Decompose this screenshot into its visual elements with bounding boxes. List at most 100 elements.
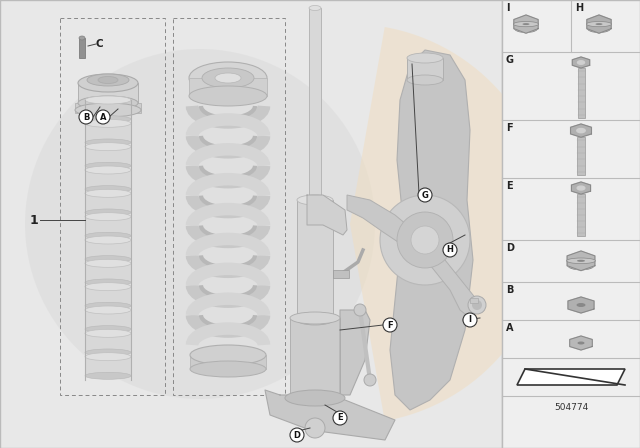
Ellipse shape: [78, 96, 138, 110]
Text: B: B: [83, 112, 89, 121]
Ellipse shape: [78, 74, 138, 92]
Ellipse shape: [587, 23, 611, 33]
Circle shape: [418, 188, 432, 202]
Ellipse shape: [79, 36, 85, 40]
Bar: [85, 170, 131, 189]
Bar: [78, 83, 138, 103]
Ellipse shape: [514, 23, 538, 33]
Circle shape: [79, 110, 93, 124]
Ellipse shape: [595, 23, 602, 25]
Ellipse shape: [85, 233, 131, 239]
Text: D: D: [294, 431, 301, 439]
Ellipse shape: [189, 62, 267, 94]
Ellipse shape: [190, 361, 266, 377]
Text: C: C: [96, 39, 104, 49]
Bar: [85, 263, 131, 283]
Ellipse shape: [85, 162, 131, 169]
Text: F: F: [387, 320, 393, 329]
Ellipse shape: [85, 96, 131, 104]
Text: G: G: [422, 190, 428, 199]
Ellipse shape: [577, 129, 585, 133]
Circle shape: [96, 110, 110, 124]
Text: A: A: [100, 112, 106, 121]
Ellipse shape: [85, 302, 131, 309]
Ellipse shape: [215, 73, 241, 83]
Ellipse shape: [85, 116, 131, 123]
Ellipse shape: [85, 166, 131, 174]
Ellipse shape: [85, 329, 131, 337]
Ellipse shape: [577, 61, 584, 64]
Bar: [85, 146, 131, 166]
Ellipse shape: [577, 186, 585, 190]
Text: H: H: [447, 246, 453, 254]
Text: I: I: [506, 3, 509, 13]
Ellipse shape: [577, 341, 584, 345]
Ellipse shape: [566, 258, 595, 263]
Bar: [0, 0, 502, 448]
Ellipse shape: [85, 119, 131, 127]
Bar: [189, 78, 267, 96]
Polygon shape: [307, 195, 347, 235]
Bar: [79, 38, 85, 58]
Polygon shape: [567, 251, 595, 271]
Bar: [85, 194, 131, 212]
Circle shape: [333, 411, 347, 425]
Polygon shape: [265, 310, 395, 440]
Circle shape: [354, 304, 366, 316]
Bar: [290, 318, 340, 398]
Ellipse shape: [309, 5, 321, 10]
Circle shape: [472, 300, 482, 310]
Ellipse shape: [407, 53, 443, 63]
Text: E: E: [506, 181, 513, 191]
Circle shape: [383, 318, 397, 332]
Bar: [577, 194, 585, 236]
Text: I: I: [468, 315, 472, 324]
Ellipse shape: [85, 185, 131, 193]
Circle shape: [380, 195, 470, 285]
Ellipse shape: [568, 260, 595, 270]
Polygon shape: [568, 297, 594, 313]
Ellipse shape: [202, 68, 254, 88]
Bar: [577, 68, 584, 118]
Polygon shape: [587, 15, 611, 33]
Ellipse shape: [85, 283, 131, 291]
Ellipse shape: [85, 259, 131, 267]
Polygon shape: [390, 50, 473, 410]
Text: E: E: [337, 414, 343, 422]
Ellipse shape: [98, 77, 118, 83]
Polygon shape: [514, 15, 538, 33]
Polygon shape: [517, 369, 625, 385]
Polygon shape: [572, 57, 589, 68]
Ellipse shape: [85, 190, 131, 197]
Bar: [577, 137, 585, 175]
Bar: [309, 8, 321, 203]
Bar: [470, 298, 478, 303]
Ellipse shape: [285, 390, 345, 406]
Polygon shape: [347, 195, 480, 318]
Bar: [85, 123, 131, 142]
Text: 504774: 504774: [554, 402, 588, 412]
Bar: [502, 0, 640, 448]
Ellipse shape: [85, 326, 131, 332]
Ellipse shape: [577, 303, 586, 307]
Bar: [85, 357, 131, 376]
Circle shape: [411, 226, 439, 254]
Ellipse shape: [85, 279, 131, 286]
Bar: [75, 103, 141, 113]
Text: B: B: [506, 285, 513, 295]
Circle shape: [290, 428, 304, 442]
Circle shape: [468, 296, 486, 314]
Ellipse shape: [85, 306, 131, 314]
Circle shape: [443, 243, 457, 257]
Ellipse shape: [85, 353, 131, 361]
Bar: [190, 355, 266, 369]
Text: H: H: [575, 3, 583, 13]
Bar: [297, 200, 333, 320]
Text: F: F: [506, 123, 513, 133]
Ellipse shape: [586, 22, 612, 27]
Ellipse shape: [407, 75, 443, 85]
Ellipse shape: [85, 349, 131, 356]
Circle shape: [463, 313, 477, 327]
Ellipse shape: [75, 103, 141, 117]
Ellipse shape: [513, 22, 539, 27]
